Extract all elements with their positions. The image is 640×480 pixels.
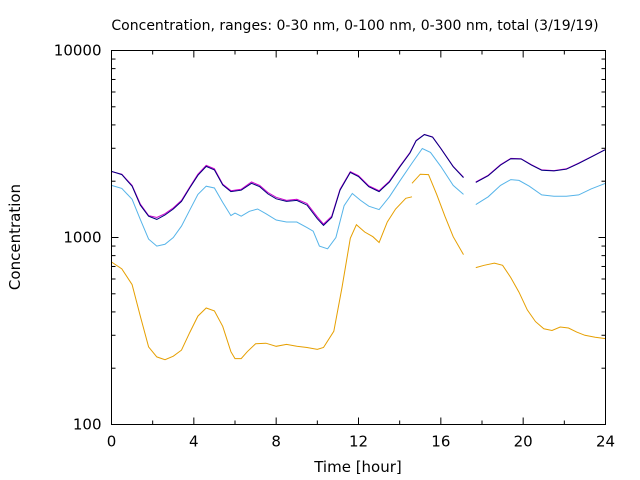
x-tick-label: 8 [271, 433, 281, 451]
x-tick-label: 0 [107, 433, 117, 451]
plot-frame [111, 50, 606, 425]
series-1-line-segment-3 [475, 262, 606, 340]
series-3-line-segment-2 [475, 148, 606, 183]
series-3-line-segment-1 [111, 133, 464, 225]
series-1-line-segment-2 [411, 173, 464, 255]
series-1-line-segment-1 [111, 196, 413, 361]
y-tick-label: 1000 [63, 229, 101, 247]
series-layer [111, 133, 606, 361]
chart-title: Concentration, ranges: 0-30 nm, 0-100 nm… [111, 18, 598, 34]
y-tick-label: 10000 [54, 42, 102, 60]
series-4-line-segment-2 [475, 149, 606, 183]
x-tick-label: 16 [431, 433, 450, 451]
x-tick-label: 12 [349, 433, 368, 451]
x-axis-label: Time [hour] [313, 458, 402, 476]
ticks-layer: 0 4 8 12 16 20 24 100 1000 10000 [54, 42, 615, 451]
y-axis-label: Concentration [6, 184, 24, 290]
x-tick-label: 24 [596, 433, 615, 451]
series-4-line-segment-1 [111, 134, 464, 227]
y-tick-label: 100 [73, 416, 102, 434]
series-2-line-segment-1 [111, 147, 464, 250]
series-2-line-segment-2 [475, 179, 606, 206]
x-tick-label: 20 [514, 433, 533, 451]
x-tick-label: 4 [189, 433, 199, 451]
